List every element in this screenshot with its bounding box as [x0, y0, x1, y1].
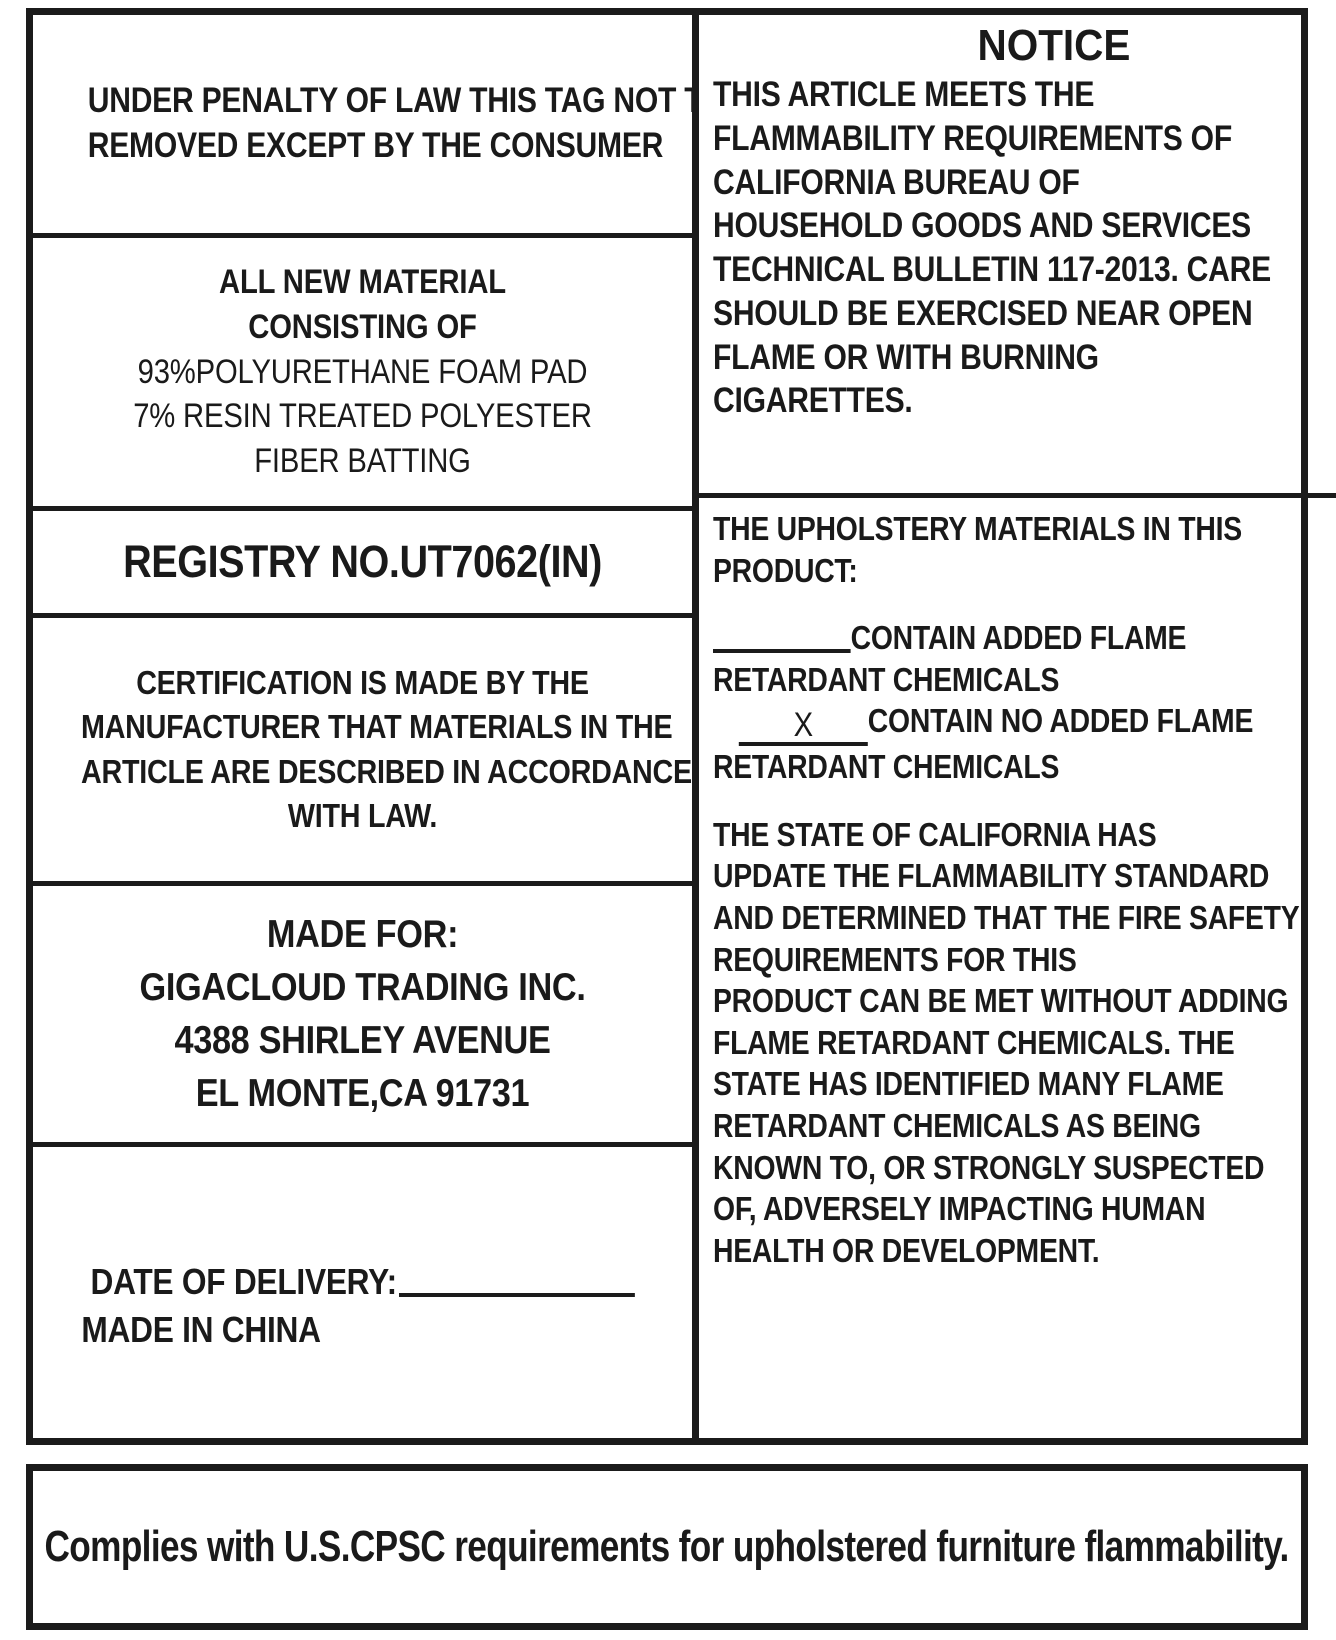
left-column: UNDER PENALTY OF LAW THIS TAG NOT TO BE …	[33, 15, 699, 1438]
notice-line-5: TECHNICAL BULLETIN 117-2013. CARE	[713, 250, 1271, 289]
checkbox-mark-x: X	[793, 706, 814, 745]
state-statement-line-11: HEALTH OR DEVELOPMENT.	[713, 1231, 1100, 1269]
registry-number-cell: REGISTRY NO.UT7062(IN)	[33, 511, 692, 618]
certification-cell: CERTIFICATION IS MADE BY THE MANUFACTURE…	[33, 618, 692, 886]
made-for-cell: MADE FOR: GIGACLOUD TRADING INC. 4388 SH…	[33, 886, 692, 1147]
certification-line-3: ARTICLE ARE DESCRIBED IN ACCORDANCE	[81, 752, 692, 790]
option-contain-no-added-label-2: RETARDANT CHEMICALS	[713, 748, 1060, 786]
notice-line-6: SHOULD BE EXERCISED NEAR OPEN	[713, 293, 1253, 333]
cpsc-compliance-box: Complies with U.S.CPSC requirements for …	[26, 1464, 1308, 1630]
registry-number: REGISTRY NO.UT7062(IN)	[123, 536, 602, 587]
notice-line-4: HOUSEHOLD GOODS AND SERVICES	[713, 206, 1252, 246]
notice-line-2: FLAMMABILITY REQUIREMENTS OF	[713, 118, 1232, 158]
company-city-state-zip: EL MONTE,CA 91731	[195, 1072, 530, 1116]
notice-title: NOTICE	[977, 21, 1131, 70]
checkbox-contain-no-added-flame-retardants[interactable]: X	[738, 706, 868, 747]
right-column: NOTICE THIS ARTICLE MEETS THE FLAMMABILI…	[699, 15, 1336, 1438]
state-statement-line-1: THE STATE OF CALIFORNIA HAS	[713, 815, 1157, 853]
made-for-label: MADE FOR:	[266, 912, 459, 956]
upholstery-intro-line-1: THE UPHOLSTERY MATERIALS IN THIS	[713, 510, 1242, 547]
state-statement-line-3: AND DETERMINED THAT THE FIRE SAFETY	[713, 899, 1300, 937]
cpsc-compliance-text: Complies with U.S.CPSC requirements for …	[44, 1522, 1290, 1571]
company-street-address: 4388 SHIRLEY AVENUE	[174, 1019, 551, 1062]
state-statement-line-2: UPDATE THE FLAMMABILITY STANDARD	[713, 857, 1270, 895]
notice-cell: NOTICE THIS ARTICLE MEETS THE FLAMMABILI…	[699, 15, 1336, 498]
material-content-cell: ALL NEW MATERIAL CONSISTING OF 93%POLYUR…	[33, 238, 692, 511]
state-statement-line-10: OF, ADVERSELY IMPACTING HUMAN	[713, 1190, 1206, 1228]
date-of-delivery-input[interactable]	[398, 1292, 635, 1297]
state-statement-line-4: REQUIREMENTS FOR THIS	[713, 940, 1077, 978]
state-statement-line-8: RETARDANT CHEMICALS AS BEING	[713, 1106, 1201, 1144]
state-statement-line-9: KNOWN TO, OR STRONGLY SUSPECTED	[713, 1148, 1265, 1186]
date-of-delivery-row: DATE OF DELIVERY:	[81, 1258, 643, 1306]
penalty-line-1: UNDER PENALTY OF LAW THIS TAG NOT TO BE	[87, 81, 692, 121]
date-of-delivery-label: DATE OF DELIVERY:	[90, 1260, 397, 1302]
state-statement-line-7: STATE HAS IDENTIFIED MANY FLAME	[713, 1065, 1224, 1103]
delivery-cell: DATE OF DELIVERY: MADE IN CHINA	[33, 1147, 692, 1410]
state-statement-line-5: PRODUCT CAN BE MET WITHOUT ADDING	[713, 982, 1289, 1020]
law-tag-main-table: UNDER PENALTY OF LAW THIS TAG NOT TO BE …	[26, 8, 1336, 1445]
option-contain-no-added-row: X CONTAIN NO ADDED FLAME	[713, 700, 1299, 747]
spacer	[713, 788, 1336, 814]
option-contain-added-label-2: RETARDANT CHEMICALS	[713, 660, 1060, 698]
upholstery-intro-line-2: PRODUCT:	[713, 551, 858, 589]
notice-line-3: CALIFORNIA BUREAU OF	[713, 162, 1080, 202]
company-name: GIGACLOUD TRADING INC.	[139, 965, 586, 1009]
country-of-origin: MADE IN CHINA	[81, 1308, 321, 1350]
upholstery-materials-cell: THE UPHOLSTERY MATERIALS IN THIS PRODUCT…	[699, 498, 1336, 1438]
option-contain-added-label-1: CONTAIN ADDED FLAME	[850, 619, 1187, 657]
material-composition-line-1: 93%POLYURETHANE FOAM PAD	[137, 352, 588, 391]
penalty-notice-cell: UNDER PENALTY OF LAW THIS TAG NOT TO BE …	[33, 15, 692, 238]
certification-line-4: WITH LAW.	[287, 796, 438, 834]
certification-line-2: MANUFACTURER THAT MATERIALS IN THE	[81, 708, 673, 746]
option-contain-no-added-label-1: CONTAIN NO ADDED FLAME	[867, 702, 1254, 740]
option-contain-added-row: CONTAIN ADDED FLAME	[713, 617, 1299, 659]
state-statement-line-6: FLAME RETARDANT CHEMICALS. THE	[713, 1023, 1235, 1061]
checkbox-contain-added-flame-retardants[interactable]	[713, 649, 851, 654]
spacer	[713, 591, 1336, 617]
penalty-line-2: REMOVED EXCEPT BY THE CONSUMER	[87, 126, 664, 165]
material-heading-line-2: CONSISTING OF	[248, 307, 477, 346]
certification-line-1: CERTIFICATION IS MADE BY THE	[136, 664, 589, 702]
notice-line-8: CIGARETTES.	[713, 381, 913, 421]
material-composition-line-3: FIBER BATTING	[254, 442, 471, 481]
notice-line-7: FLAME OR WITH BURNING	[713, 337, 1099, 377]
material-heading-line-1: ALL NEW MATERIAL	[219, 262, 506, 301]
notice-line-1: THIS ARTICLE MEETS THE	[713, 75, 1095, 114]
material-composition-line-2: 7% RESIN TREATED POLYESTER	[133, 397, 592, 436]
